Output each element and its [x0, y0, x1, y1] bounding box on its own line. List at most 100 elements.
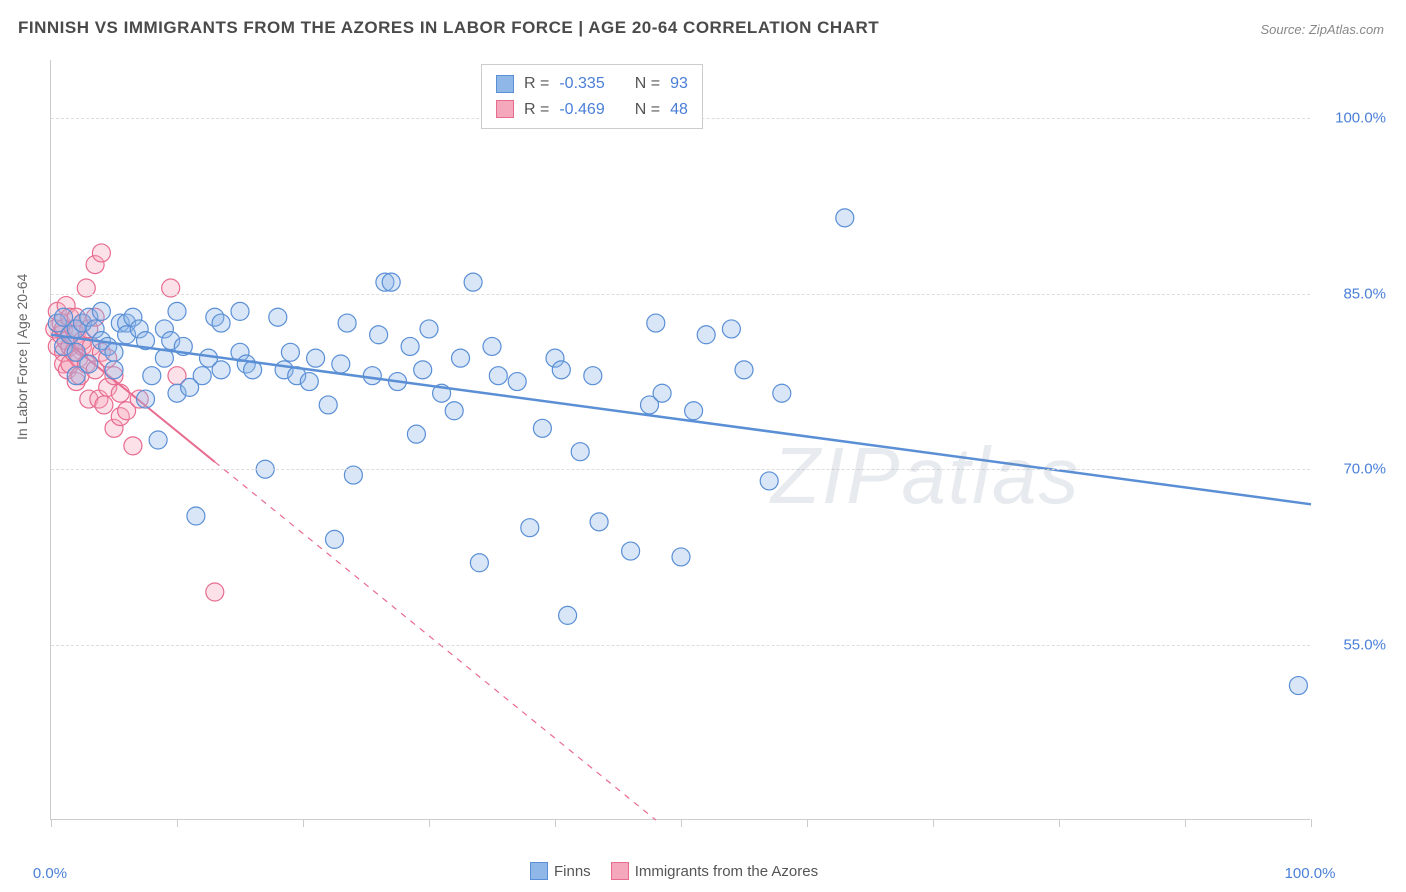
data-point — [401, 337, 419, 355]
trend-line — [51, 335, 1311, 505]
x-tick — [51, 819, 52, 827]
legend-label-finns: Finns — [554, 863, 591, 880]
data-point — [143, 367, 161, 385]
data-point — [363, 367, 381, 385]
y-tick-label: 100.0% — [1335, 110, 1386, 127]
data-point — [407, 425, 425, 443]
data-point — [489, 367, 507, 385]
x-tick — [177, 819, 178, 827]
data-point — [735, 361, 753, 379]
gridline — [51, 294, 1310, 295]
data-point — [212, 361, 230, 379]
x-tick — [681, 819, 682, 827]
x-tick — [429, 819, 430, 827]
swatch-azores — [496, 100, 514, 118]
stat-n-value-azores: 48 — [670, 97, 688, 123]
scatter-plot — [51, 60, 1310, 819]
data-point — [552, 361, 570, 379]
x-tick — [807, 819, 808, 827]
chart-title: FINNISH VS IMMIGRANTS FROM THE AZORES IN… — [18, 18, 879, 38]
data-point — [111, 384, 129, 402]
data-point — [92, 302, 110, 320]
data-point — [452, 349, 470, 367]
x-tick — [1059, 819, 1060, 827]
data-point — [95, 396, 113, 414]
data-point — [193, 367, 211, 385]
stat-r-label: R = — [524, 71, 549, 97]
y-axis-label: In Labor Force | Age 20-64 — [14, 274, 30, 440]
data-point — [92, 244, 110, 262]
data-point — [697, 326, 715, 344]
y-tick-label: 70.0% — [1343, 461, 1386, 478]
data-point — [653, 384, 671, 402]
data-point — [647, 314, 665, 332]
data-point — [760, 472, 778, 490]
swatch-azores-icon — [611, 862, 629, 880]
data-point — [338, 314, 356, 332]
data-point — [464, 273, 482, 291]
data-point — [80, 355, 98, 373]
data-point — [307, 349, 325, 367]
data-point — [231, 302, 249, 320]
legend-item-azores: Immigrants from the Azores — [611, 862, 818, 880]
chart-area: R = -0.335 N = 93 R = -0.469 N = 48 ZIPa… — [50, 60, 1310, 820]
data-point — [590, 513, 608, 531]
data-point — [370, 326, 388, 344]
data-point — [1289, 677, 1307, 695]
data-point — [414, 361, 432, 379]
data-point — [319, 396, 337, 414]
stats-box: R = -0.335 N = 93 R = -0.469 N = 48 — [481, 64, 703, 129]
data-point — [105, 361, 123, 379]
data-point — [483, 337, 501, 355]
gridline — [51, 469, 1310, 470]
data-point — [212, 314, 230, 332]
data-point — [533, 419, 551, 437]
swatch-finns — [496, 75, 514, 93]
data-point — [470, 554, 488, 572]
data-point — [521, 519, 539, 537]
stat-r-label: R = — [524, 97, 549, 123]
bottom-legend: Finns Immigrants from the Azores — [530, 862, 818, 880]
data-point — [836, 209, 854, 227]
data-point — [672, 548, 690, 566]
x-tick — [303, 819, 304, 827]
data-point — [622, 542, 640, 560]
data-point — [281, 343, 299, 361]
data-point — [382, 273, 400, 291]
data-point — [300, 373, 318, 391]
legend-item-finns: Finns — [530, 862, 591, 880]
trend-line-dashed — [215, 462, 656, 820]
y-tick-label: 55.0% — [1343, 636, 1386, 653]
data-point — [584, 367, 602, 385]
data-point — [326, 530, 344, 548]
data-point — [420, 320, 438, 338]
stat-r-value-finns: -0.335 — [559, 71, 604, 97]
data-point — [124, 437, 142, 455]
data-point — [137, 390, 155, 408]
data-point — [571, 443, 589, 461]
stat-n-label: N = — [635, 97, 660, 123]
x-tick-label: 100.0% — [1285, 865, 1336, 882]
data-point — [773, 384, 791, 402]
stat-n-label: N = — [635, 71, 660, 97]
data-point — [445, 402, 463, 420]
data-point — [105, 343, 123, 361]
x-tick — [933, 819, 934, 827]
stats-row-finns: R = -0.335 N = 93 — [496, 71, 688, 97]
gridline — [51, 645, 1310, 646]
x-tick-label: 0.0% — [33, 865, 67, 882]
stat-r-value-azores: -0.469 — [559, 97, 604, 123]
data-point — [508, 373, 526, 391]
swatch-finns-icon — [530, 862, 548, 880]
data-point — [269, 308, 287, 326]
data-point — [722, 320, 740, 338]
stats-row-azores: R = -0.469 N = 48 — [496, 97, 688, 123]
stat-n-value-finns: 93 — [670, 71, 688, 97]
x-tick — [1185, 819, 1186, 827]
y-tick-label: 85.0% — [1343, 285, 1386, 302]
data-point — [559, 606, 577, 624]
data-point — [685, 402, 703, 420]
legend-label-azores: Immigrants from the Azores — [635, 863, 818, 880]
data-point — [168, 302, 186, 320]
data-point — [149, 431, 167, 449]
